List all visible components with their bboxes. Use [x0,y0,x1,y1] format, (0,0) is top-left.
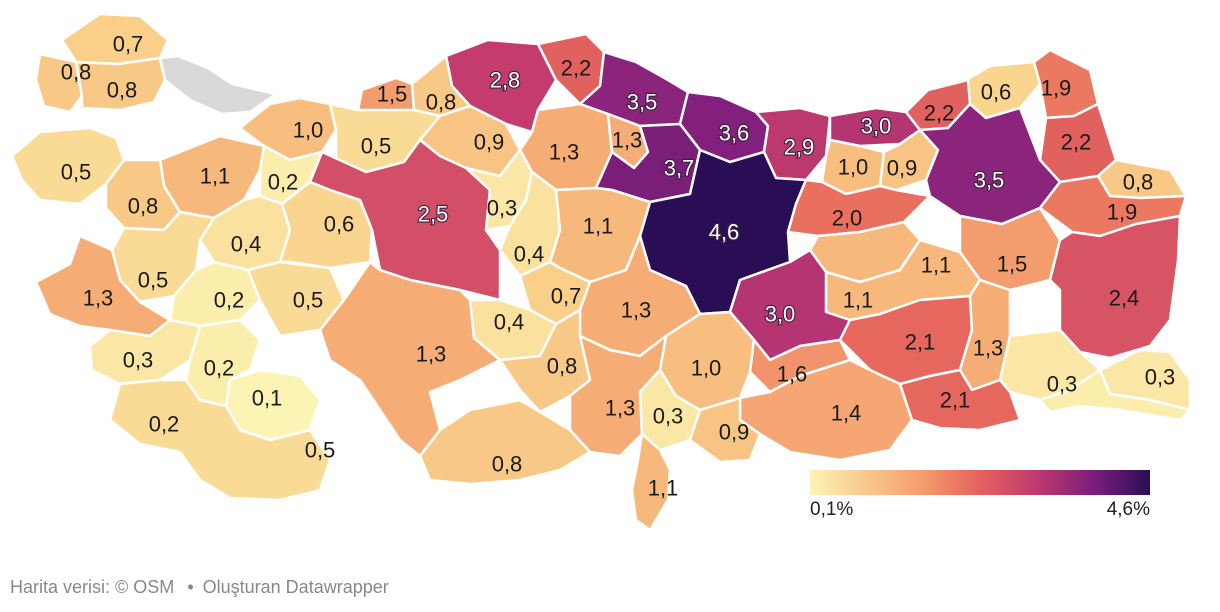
color-legend: 0,1% 4,6% [810,470,1150,521]
region-label: 0,5 [305,438,336,463]
region-label: 1,1 [648,476,679,501]
region-41 [1048,214,1182,360]
region-label: 1,0 [691,356,722,381]
region-label: 0,4 [231,232,262,257]
region-label: 1,0 [838,155,869,180]
region-label: 1,1 [843,288,874,313]
region-label: 1,9 [1107,200,1138,225]
region-label: 0,9 [887,156,918,181]
region-54 [318,260,502,458]
legend-max-label: 4,6% [1106,499,1150,520]
region-label: 1,5 [997,252,1028,277]
region-label: 0,3 [487,196,518,221]
footer-credits: Harita verisi: © OSM • Oluşturan Datawra… [10,577,389,598]
region-label: 3,6 [719,121,750,146]
region-label: 0,6 [981,80,1012,105]
region-label: 3,0 [765,302,796,327]
region-label: 0,8 [492,452,523,477]
legend-gradient-bar [810,470,1150,495]
region-label: 0,8 [547,354,578,379]
region-label: 2,1 [940,388,971,413]
region-label: 2,5 [418,202,449,227]
region-label: 0,1 [252,386,283,411]
region-69 [630,432,672,532]
legend-min-label: 0,1% [810,499,854,520]
region-label: 2,9 [784,135,815,160]
region-label: 1,1 [583,214,614,239]
region-label: 0,2 [149,412,180,437]
region-2 [74,56,167,112]
region-42 [34,234,172,338]
region-label: 0,5 [361,134,392,159]
region-label: 2,2 [924,101,955,126]
region-label: 0,4 [494,310,525,335]
region-label: 0,4 [514,242,545,267]
region-68 [418,398,592,486]
region-label: 2,8 [490,68,521,93]
region-label: 2,2 [1061,130,1092,155]
region-label: 0,8 [61,60,92,85]
region-label: 0,8 [128,194,159,219]
footer-separator: • [187,577,194,597]
region-label: 0,8 [107,78,138,103]
region-59 [1038,368,1192,422]
region-label: 1,1 [200,164,231,189]
region-label: 0,2 [268,170,299,195]
map-data-credit: Harita verisi: © OSM [10,577,175,597]
region-label: 0,5 [138,268,169,293]
region-label: 3,7 [664,156,695,181]
region-label: 0,6 [324,212,355,237]
region-label: 1,9 [1041,76,1072,101]
region-label: 0,2 [204,356,235,381]
region-label: 2,4 [1109,286,1140,311]
region-label: 0,7 [551,284,582,309]
region-label: 0,3 [123,348,154,373]
region-64 [898,368,1022,432]
turkey-choropleth-map: 0,7 0,8 0,8 2,8 2,2 1,5 0,8 3,5 0,6 1,9 … [10,12,1192,532]
region-label: 1,6 [777,362,808,387]
region-label: 0,3 [1047,372,1078,397]
region-label: 3,0 [861,114,892,139]
region-66 [688,396,762,464]
region-label: 0,9 [719,420,750,445]
region-label: 1,3 [416,342,447,367]
region-label: 1,3 [83,286,114,311]
region-label: 1,3 [621,298,652,323]
region-label: 1,3 [605,396,636,421]
region-32 [786,178,932,238]
region-label: 4,6 [709,220,740,245]
region-label: 0,3 [653,404,684,429]
region-label: 0,3 [1145,365,1176,390]
region-label: 1,3 [612,128,643,153]
region-67 [108,378,332,502]
region-label: 1,1 [921,253,952,278]
region-label: 0,5 [61,160,92,185]
region-label: 0,5 [293,288,324,313]
region-label: 1,3 [973,336,1004,361]
region-label: 3,5 [974,168,1005,193]
region-label: 2,1 [905,330,936,355]
legend-labels: 0,1% 4,6% [810,499,1150,521]
region-label: 2,2 [561,56,592,81]
region-label: 1,0 [293,118,324,143]
region-label: 0,7 [113,32,144,57]
region-label: 3,5 [627,90,658,115]
created-by-credit: Oluşturan Datawrapper [202,577,389,597]
region-label: 1,3 [549,140,580,165]
region-label: 0,8 [426,90,457,115]
region-label: 0,2 [214,288,245,313]
region-label: 1,4 [831,401,862,426]
region-label: 0,9 [474,130,505,155]
region-label: 0,8 [1123,170,1154,195]
region-no-data-istanbul [158,54,278,116]
region-label: 2,0 [832,206,863,231]
region-label: 1,5 [377,82,408,107]
